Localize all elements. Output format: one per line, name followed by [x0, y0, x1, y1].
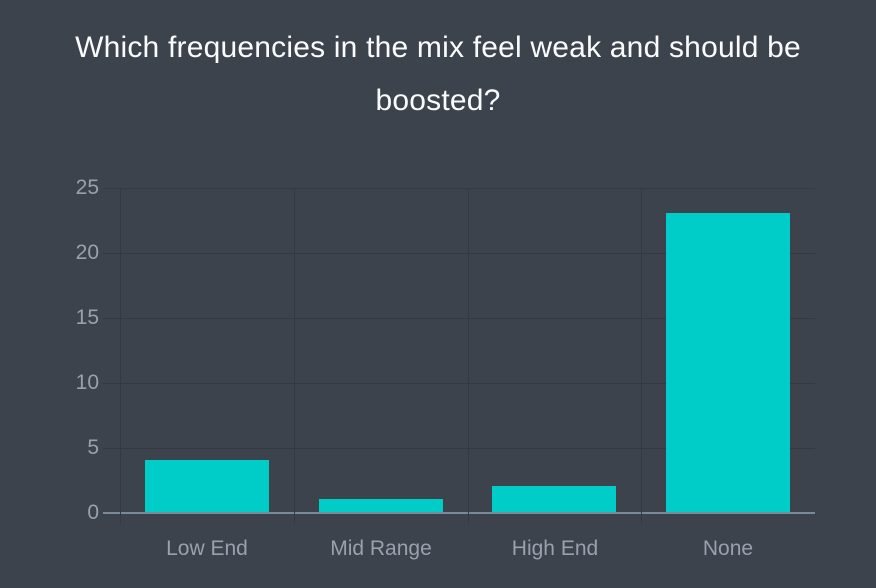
y-axis-tick-label: 10 [75, 371, 99, 394]
x-axis-label-low-end: Low End [166, 537, 248, 560]
x-axis-label-mid-range: Mid Range [330, 537, 432, 560]
y-axis-tick-label: 20 [75, 241, 99, 264]
y-axis-tick-label: 5 [87, 436, 99, 459]
vertical-gridline [467, 188, 469, 524]
x-axis-label-high-end: High End [511, 537, 599, 560]
horizontal-gridline [103, 253, 815, 254]
horizontal-gridline [103, 318, 815, 319]
horizontal-gridline [103, 188, 815, 189]
vertical-gridline [641, 188, 643, 524]
bar-high-end[interactable] [492, 486, 616, 512]
horizontal-gridline [103, 383, 815, 384]
x-axis-label-none: None [702, 537, 754, 560]
bar-low-end[interactable] [145, 460, 269, 512]
y-axis-tick-label: 25 [75, 176, 99, 199]
y-axis-tick-label: 0 [87, 501, 99, 524]
vertical-gridline [120, 188, 121, 524]
bar-none[interactable] [666, 213, 790, 512]
x-axis-baseline [103, 512, 815, 514]
chart-title: Which frequencies in the mix feel weak a… [75, 31, 801, 117]
vertical-gridline [293, 188, 295, 524]
horizontal-gridline [103, 448, 815, 449]
bar-mid-range[interactable] [319, 499, 443, 512]
y-axis-tick-label: 15 [75, 306, 99, 329]
